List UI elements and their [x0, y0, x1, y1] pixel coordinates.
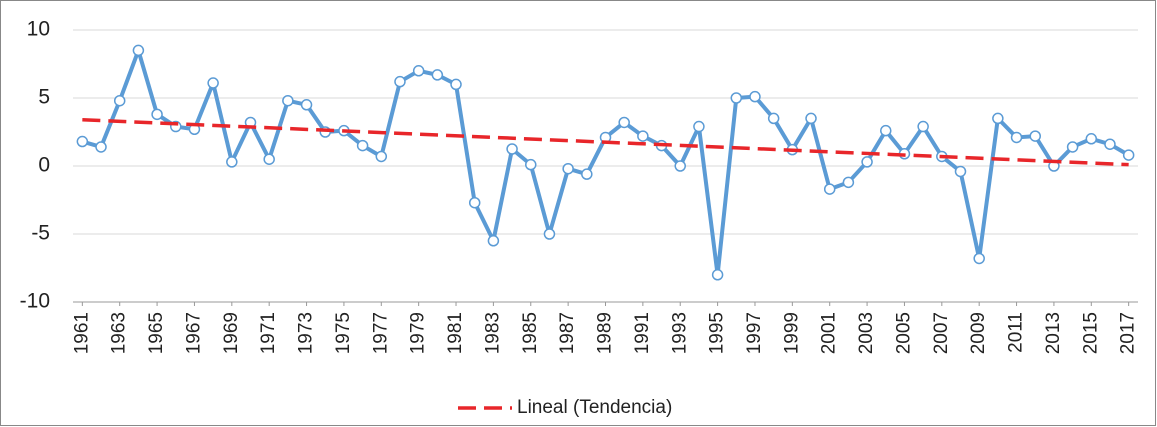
- x-tick-label: 1973: [296, 312, 317, 354]
- data-point: [749, 90, 761, 103]
- data-point: [450, 78, 462, 91]
- data-point: [1104, 138, 1116, 150]
- data-point: [356, 139, 369, 152]
- data-point: [95, 141, 107, 153]
- data-point: [730, 92, 743, 104]
- data-point: [992, 112, 1004, 125]
- x-tick-label: 1983: [482, 312, 503, 354]
- x-tick-label: 1977: [370, 312, 391, 354]
- data-point: [1029, 130, 1041, 142]
- data-point: [468, 196, 481, 209]
- legend-label: Lineal (Tendencia): [517, 397, 672, 418]
- data-point: [525, 158, 537, 171]
- data-point: [487, 235, 500, 247]
- x-tick-label: 1979: [408, 312, 429, 354]
- data-point: [543, 228, 556, 240]
- x-tick-label: 2009: [968, 312, 989, 354]
- x-tick-label: 2001: [819, 312, 840, 354]
- data-point: [805, 112, 817, 125]
- data-point: [263, 153, 275, 165]
- data-point: [412, 65, 425, 77]
- data-point: [954, 165, 967, 178]
- data-point: [76, 135, 89, 148]
- x-tick-label: 1995: [707, 312, 728, 354]
- x-tick-label: 2003: [856, 312, 877, 354]
- data-point: [767, 112, 780, 125]
- data-point: [226, 156, 238, 168]
- x-tick-label: 1997: [744, 312, 765, 354]
- data-point: [132, 44, 145, 57]
- x-tick-label: 1967: [183, 312, 204, 354]
- data-point: [562, 162, 574, 175]
- data-point: [861, 156, 873, 168]
- y-tick-label: 5: [38, 86, 50, 109]
- y-tick-label: 0: [38, 154, 50, 177]
- trend-line: [82, 118, 1129, 167]
- x-tick-label: 1965: [146, 312, 167, 354]
- data-point: [1010, 131, 1023, 144]
- x-tick-label: 2015: [1080, 312, 1101, 354]
- y-tick-label: 10: [27, 18, 50, 41]
- data-point: [880, 124, 892, 137]
- x-tick-label: 1989: [595, 312, 616, 354]
- x-tick-label: 1961: [71, 312, 92, 354]
- data-point: [842, 176, 855, 189]
- data-point: [1085, 133, 1098, 145]
- data-point: [674, 160, 686, 172]
- x-tick-label: 2005: [893, 312, 914, 354]
- x-tick-label: 1971: [258, 312, 279, 354]
- x-tick-label: 1963: [109, 312, 130, 354]
- data-point: [618, 116, 630, 129]
- x-tick-label: 1991: [632, 312, 653, 354]
- data-point: [973, 252, 985, 265]
- x-tick-label: 2011: [1006, 312, 1027, 353]
- data-point: [581, 168, 593, 180]
- data-point: [711, 269, 724, 281]
- data-point: [637, 130, 649, 142]
- data-point: [151, 108, 163, 121]
- data-point: [1066, 141, 1079, 153]
- data-point: [693, 120, 705, 133]
- data-point: [207, 77, 219, 89]
- x-tick-label: 1969: [221, 312, 242, 354]
- data-point: [394, 75, 406, 88]
- data-point: [506, 143, 518, 155]
- x-tick-label: 2007: [931, 312, 952, 354]
- data-point: [300, 99, 313, 111]
- data-point: [1122, 149, 1135, 161]
- x-tick-label: 1993: [669, 312, 690, 354]
- data-point: [917, 120, 929, 133]
- x-tick-label: 1999: [781, 312, 802, 354]
- x-tick-label: 1987: [557, 312, 578, 354]
- y-tick-label: -10: [20, 290, 50, 313]
- data-point: [823, 183, 836, 195]
- x-tick-label: 2017: [1118, 312, 1139, 354]
- x-tick-label: 2013: [1043, 312, 1064, 354]
- x-tick-label: 1975: [333, 312, 354, 354]
- data-point: [113, 94, 126, 107]
- data-point: [431, 69, 444, 81]
- x-tick-label: 1985: [520, 312, 541, 354]
- data-point: [375, 150, 388, 163]
- y-tick-label: -5: [31, 222, 50, 245]
- data-point: [282, 94, 294, 107]
- x-tick-label: 1981: [445, 312, 466, 354]
